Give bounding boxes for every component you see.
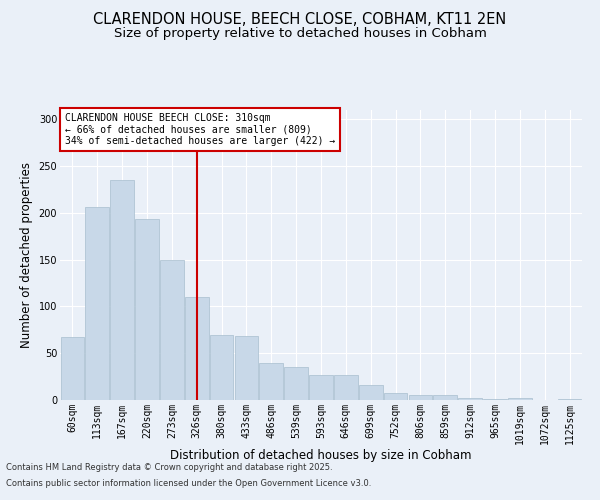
Text: CLARENDON HOUSE BEECH CLOSE: 310sqm
← 66% of detached houses are smaller (809)
3: CLARENDON HOUSE BEECH CLOSE: 310sqm ← 66… — [65, 113, 335, 146]
Bar — [558, 399, 581, 400]
Bar — [309, 374, 333, 400]
Bar — [334, 374, 358, 400]
Text: CLARENDON HOUSE, BEECH CLOSE, COBHAM, KT11 2EN: CLARENDON HOUSE, BEECH CLOSE, COBHAM, KT… — [94, 12, 506, 28]
Bar — [508, 398, 532, 400]
Bar — [85, 208, 109, 400]
Bar — [359, 385, 383, 400]
Bar — [210, 334, 233, 400]
Text: Contains HM Land Registry data © Crown copyright and database right 2025.: Contains HM Land Registry data © Crown c… — [6, 464, 332, 472]
Bar — [160, 260, 184, 400]
Text: Contains public sector information licensed under the Open Government Licence v3: Contains public sector information licen… — [6, 478, 371, 488]
Bar — [185, 297, 209, 400]
Bar — [110, 180, 134, 400]
Bar — [433, 396, 457, 400]
Bar — [483, 399, 507, 400]
Y-axis label: Number of detached properties: Number of detached properties — [20, 162, 33, 348]
Bar — [409, 396, 432, 400]
Bar — [458, 398, 482, 400]
Bar — [259, 362, 283, 400]
Text: Size of property relative to detached houses in Cobham: Size of property relative to detached ho… — [113, 28, 487, 40]
Bar — [284, 368, 308, 400]
Bar — [61, 338, 84, 400]
Bar — [135, 220, 159, 400]
Bar — [384, 392, 407, 400]
X-axis label: Distribution of detached houses by size in Cobham: Distribution of detached houses by size … — [170, 450, 472, 462]
Bar — [235, 336, 258, 400]
